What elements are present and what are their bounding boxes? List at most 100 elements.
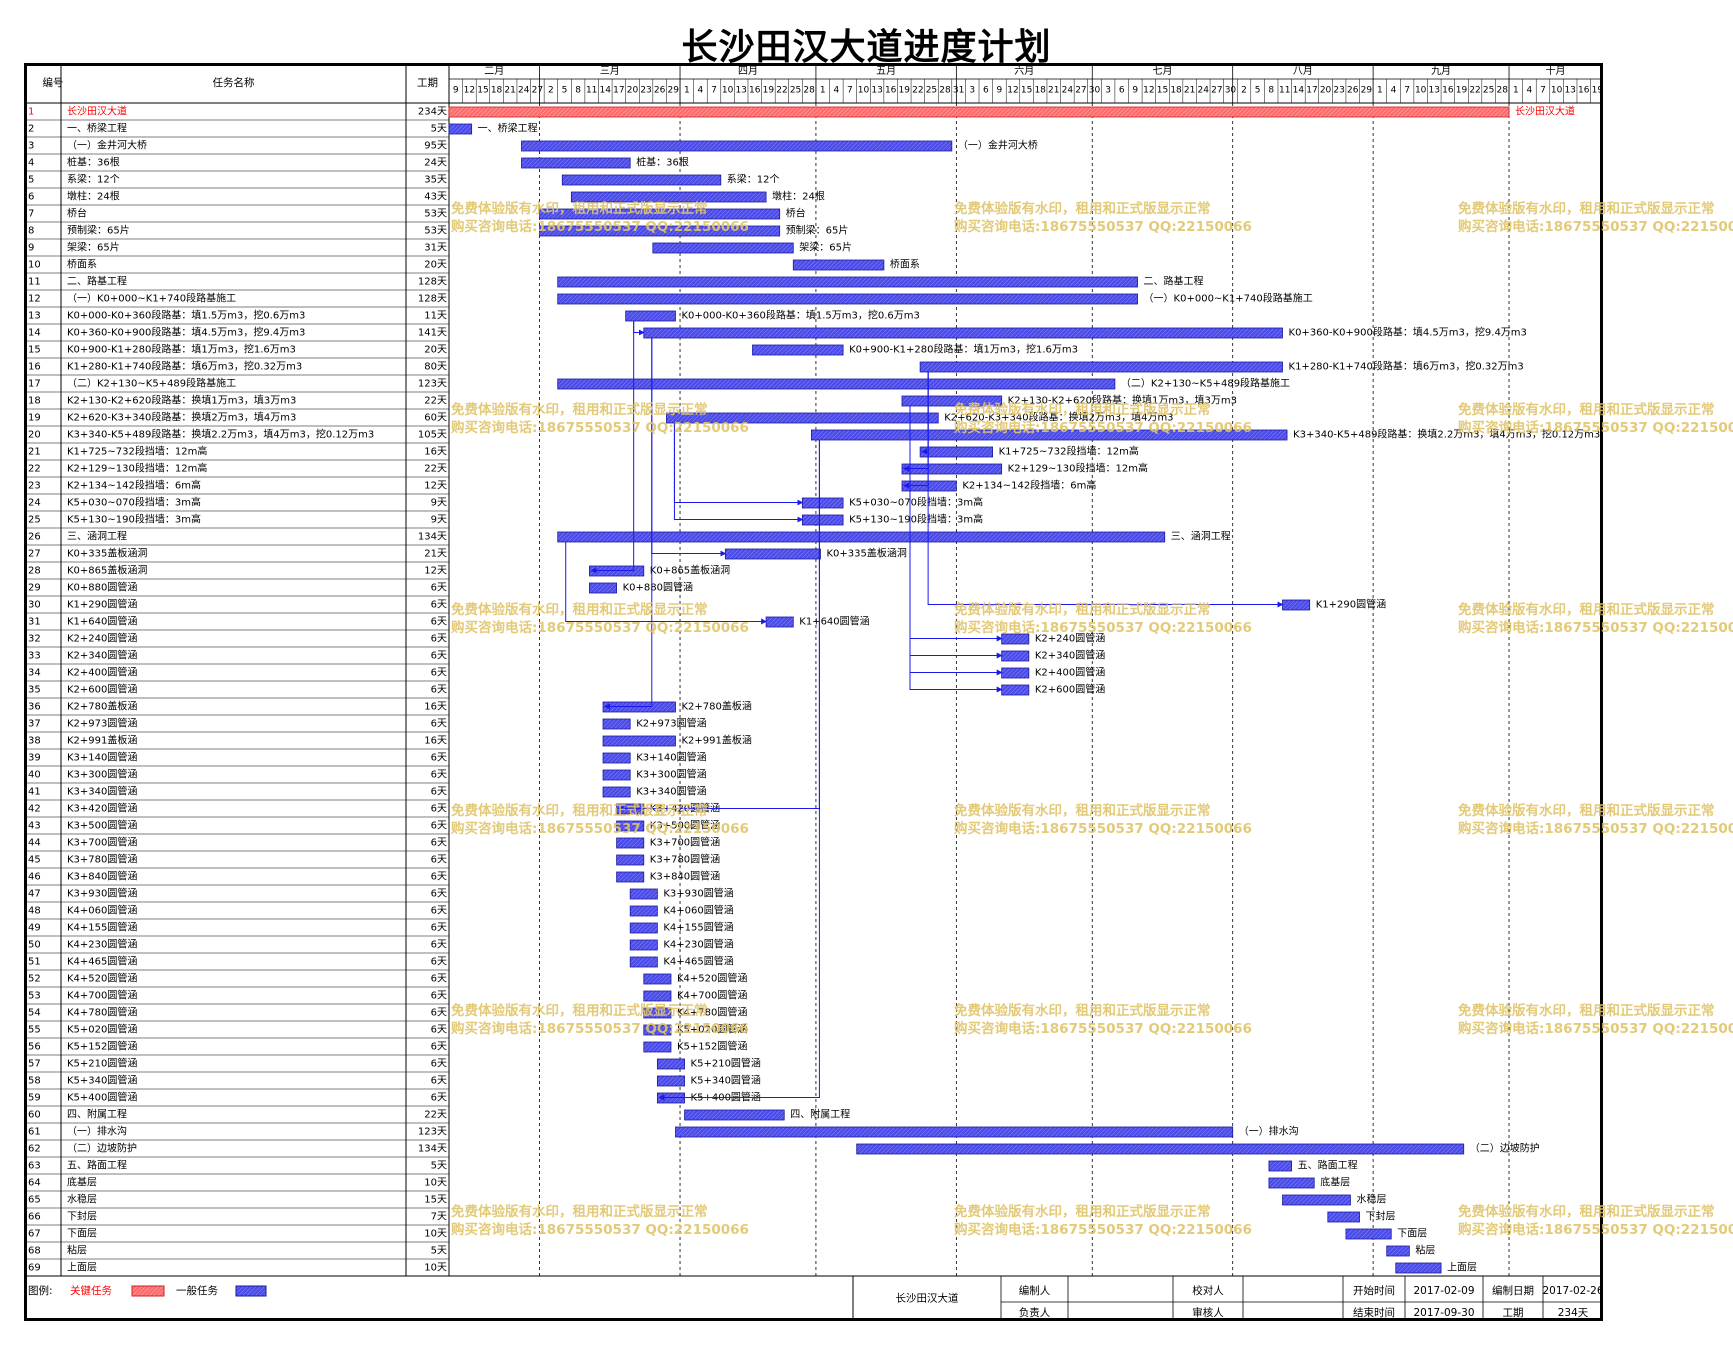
task-id: 54 xyxy=(28,1008,41,1019)
task-bar xyxy=(539,208,781,220)
day-label: 26 xyxy=(1347,86,1359,96)
task-duration: 123天 xyxy=(418,379,447,390)
task-name: K2+973圆管涵 xyxy=(67,717,137,730)
task-bar-label: 桥台 xyxy=(786,207,806,220)
day-label: 19 xyxy=(1456,86,1468,96)
task-name: K4+155圆管涵 xyxy=(67,921,137,934)
task-id: 26 xyxy=(28,532,41,543)
month-label: 五月 xyxy=(876,65,896,77)
task-duration: 141天 xyxy=(418,328,447,339)
task-id: 29 xyxy=(28,583,41,594)
task-name: 上面层 xyxy=(67,1262,97,1274)
task-duration: 6天 xyxy=(431,600,447,611)
task-bar xyxy=(901,395,1003,407)
task-bar xyxy=(1345,1228,1392,1240)
legend-critical-swatch xyxy=(131,1285,165,1297)
day-label: 16 xyxy=(1442,86,1454,96)
task-id: 24 xyxy=(28,498,41,509)
task-id: 51 xyxy=(28,957,41,968)
task-id: 21 xyxy=(28,447,41,458)
day-label: 13 xyxy=(735,86,746,96)
task-id: 2 xyxy=(28,124,34,135)
day-label: 16 xyxy=(749,86,761,96)
day-label: 16 xyxy=(1578,86,1590,96)
footer-cell: 校对人 xyxy=(1192,1284,1224,1297)
task-bar-label: K0+360-K0+900段路基：填4.5万m3，挖9.4万m3 xyxy=(1289,326,1527,339)
task-name: 系梁：12个 xyxy=(67,173,120,186)
dependency-arrow xyxy=(590,321,635,574)
day-label: 21 xyxy=(1048,86,1059,96)
task-bar xyxy=(602,718,631,730)
task-duration: 6天 xyxy=(431,770,447,781)
task-id: 19 xyxy=(28,413,41,424)
task-bar-label: K3+500圆管涵 xyxy=(650,819,720,832)
dependency-arrow xyxy=(565,542,768,625)
task-bar xyxy=(1001,633,1030,645)
task-bar xyxy=(1268,1177,1315,1189)
chart-frame xyxy=(24,63,1603,1321)
task-bar xyxy=(1282,599,1311,611)
task-bar-label: K4+700圆管涵 xyxy=(677,989,747,1002)
task-bar-label: 底基层 xyxy=(1320,1176,1350,1189)
task-bar xyxy=(643,973,672,985)
task-name: K4+520圆管涵 xyxy=(67,972,137,985)
task-duration: 6天 xyxy=(431,668,447,679)
task-id: 20 xyxy=(28,430,41,441)
legend-normal-label: 一般任务 xyxy=(176,1284,218,1297)
task-name: 长沙田汉大道 xyxy=(67,105,127,118)
task-bar-label: K2+620-K3+340段路基：换填2万m3，填4万m3 xyxy=(944,411,1173,424)
task-name: K1+280-K1+740段路基：填6万m3，挖0.32万m3 xyxy=(67,360,302,373)
task-name: K3+840圆管涵 xyxy=(67,870,137,883)
task-duration: 10天 xyxy=(424,1229,447,1240)
task-name: K3+340-K5+489段路基：换填2.2万m3，填4万m3，挖0.12万m3 xyxy=(67,428,374,441)
dependency-arrow xyxy=(909,406,1003,659)
header-name: 任务名称 xyxy=(213,76,255,89)
task-name: K3+140圆管涵 xyxy=(67,751,137,764)
task-id: 7 xyxy=(28,209,34,220)
task-duration: 5天 xyxy=(431,1246,447,1257)
task-id: 55 xyxy=(28,1025,41,1036)
task-bar-label: K4+155圆管涵 xyxy=(663,921,733,934)
task-name: 下封层 xyxy=(67,1210,97,1223)
day-label: 2 xyxy=(548,86,554,96)
task-name: K4+060圆管涵 xyxy=(67,904,137,917)
task-bar-label: K2+130-K2+620段路基：换填1万m3，填3万m3 xyxy=(1008,394,1237,407)
task-id: 48 xyxy=(28,906,41,917)
task-duration: 80天 xyxy=(424,362,447,373)
task-bar xyxy=(1001,667,1030,679)
task-name: K3+780圆管涵 xyxy=(67,853,137,866)
month-label: 七月 xyxy=(1152,65,1172,77)
task-name: K1+725~732段挡墙：12m高 xyxy=(67,445,207,458)
task-name: 桥台 xyxy=(67,207,87,220)
footer-cell: 工期 xyxy=(1503,1307,1524,1319)
footer-cell: 审核人 xyxy=(1192,1306,1224,1319)
task-duration: 134天 xyxy=(418,1144,447,1155)
task-name: K5+152圆管涵 xyxy=(67,1040,137,1053)
day-label: 8 xyxy=(1268,86,1274,96)
footer-cell: 编制人 xyxy=(1019,1284,1051,1297)
task-duration: 15天 xyxy=(424,1195,447,1206)
task-name: K3+700圆管涵 xyxy=(67,836,137,849)
day-label: 10 xyxy=(1415,86,1427,96)
task-id: 27 xyxy=(28,549,41,560)
footer-cell: 2017-02-09 xyxy=(1413,1285,1474,1297)
task-duration: 6天 xyxy=(431,1093,447,1104)
task-duration: 11天 xyxy=(424,311,447,322)
critical-task-bar xyxy=(448,106,1510,118)
task-bar xyxy=(616,820,645,832)
task-id: 16 xyxy=(28,362,41,373)
task-bar-label: （一）排水沟 xyxy=(1239,1125,1299,1138)
task-duration: 21天 xyxy=(424,549,447,560)
task-id: 57 xyxy=(28,1059,41,1070)
task-duration: 53天 xyxy=(424,226,447,237)
task-id: 11 xyxy=(28,277,41,288)
task-name: K4+780圆管涵 xyxy=(67,1006,137,1019)
task-id: 38 xyxy=(28,736,41,747)
task-bar-label: 三、涵洞工程 xyxy=(1171,531,1231,543)
task-duration: 6天 xyxy=(431,957,447,968)
task-duration: 16天 xyxy=(424,702,447,713)
footer-cell: 编制日期 xyxy=(1492,1284,1534,1297)
task-name: 水稳层 xyxy=(67,1193,97,1206)
task-duration: 35天 xyxy=(424,175,447,186)
task-bar-label: 桩基：36根 xyxy=(636,156,689,169)
